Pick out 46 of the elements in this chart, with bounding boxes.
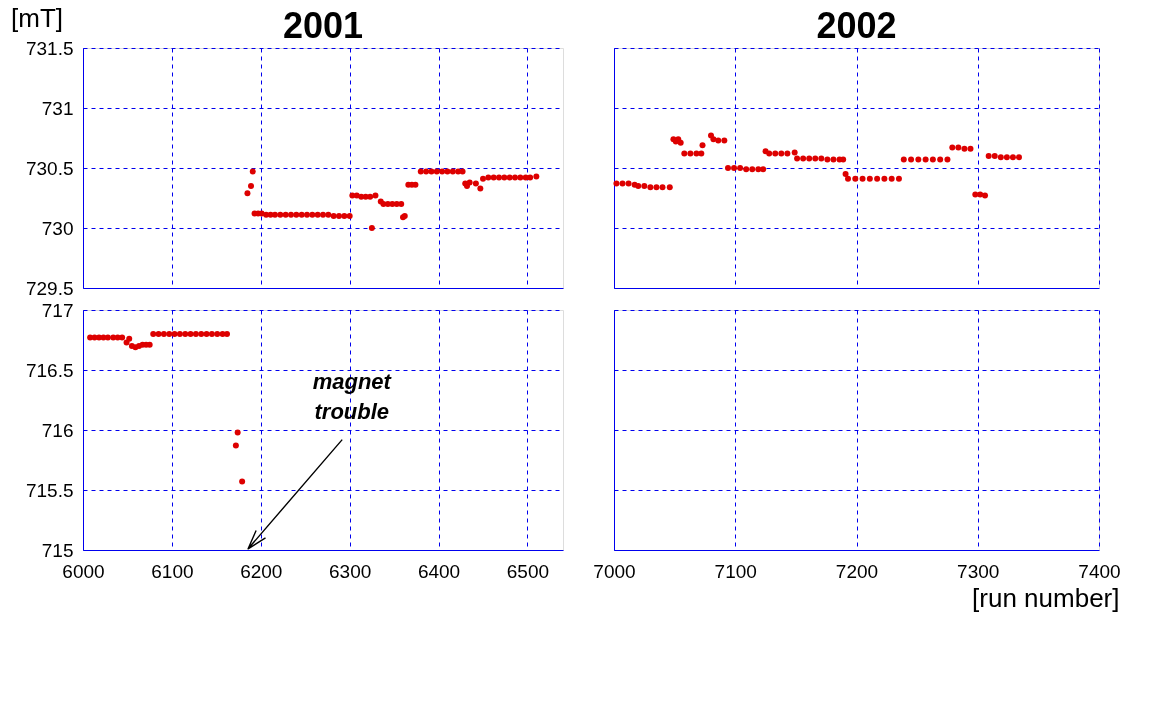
y-tick-label: 715 bbox=[41, 539, 74, 561]
y-tick-label: 716 bbox=[41, 419, 74, 441]
point bbox=[214, 331, 221, 337]
point bbox=[166, 331, 173, 337]
x-tick-label: 6400 bbox=[417, 560, 461, 582]
point bbox=[192, 331, 199, 337]
y-axis-title: [mT] bbox=[11, 3, 63, 33]
point bbox=[182, 331, 189, 337]
y-tick-label: 731 bbox=[41, 97, 74, 119]
y-tick-label: 716.5 bbox=[25, 359, 74, 381]
point bbox=[171, 331, 178, 337]
x-tick-label: 7100 bbox=[714, 560, 757, 582]
chart-title: 2002 bbox=[816, 5, 897, 46]
x-tick-label: 6300 bbox=[329, 560, 372, 582]
point bbox=[208, 331, 215, 337]
point bbox=[150, 331, 157, 337]
point bbox=[155, 331, 162, 337]
y-tick-label: 731.5 bbox=[25, 37, 74, 59]
point bbox=[160, 331, 167, 337]
x-tick-label: 7400 bbox=[1078, 560, 1121, 582]
point bbox=[187, 331, 194, 337]
y-tick-label: 730.5 bbox=[25, 157, 74, 179]
point bbox=[104, 334, 111, 341]
x-tick-label: 7000 bbox=[593, 560, 636, 582]
point bbox=[239, 478, 246, 485]
x-tick-label: 6500 bbox=[506, 560, 550, 582]
point bbox=[234, 429, 241, 436]
chart-title: 2001 bbox=[282, 5, 364, 46]
x-axis-title: [run number] bbox=[972, 582, 1120, 613]
point bbox=[126, 335, 133, 342]
point bbox=[198, 331, 205, 337]
point bbox=[119, 334, 126, 341]
y-tick-label: 715.5 bbox=[25, 479, 74, 501]
y-tick-label: 717 bbox=[41, 299, 74, 321]
point bbox=[176, 331, 183, 337]
point bbox=[203, 331, 210, 337]
x-tick-label: 6100 bbox=[151, 560, 194, 582]
y-tick-label: 730 bbox=[41, 217, 74, 239]
x-tick-label: 6000 bbox=[62, 560, 105, 582]
x-tick-label: 6200 bbox=[240, 560, 283, 582]
annotation: magnet trouble bbox=[312, 369, 393, 425]
y-tick-label: 729.5 bbox=[25, 277, 74, 299]
x-tick-label: 7200 bbox=[835, 560, 879, 582]
x-tick-label: 7300 bbox=[957, 560, 1000, 582]
point bbox=[224, 331, 230, 337]
point bbox=[232, 442, 239, 449]
